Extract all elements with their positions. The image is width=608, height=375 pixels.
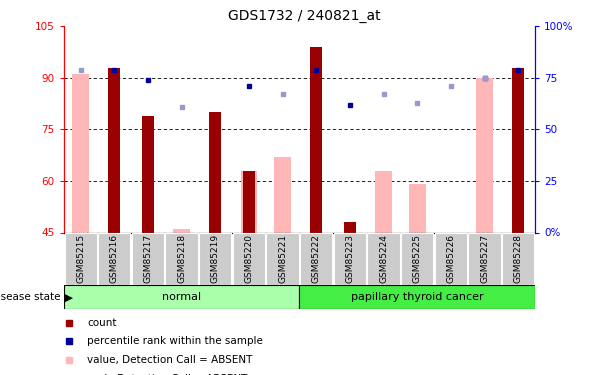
Text: disease state: disease state <box>0 292 61 302</box>
Text: GSM85225: GSM85225 <box>413 234 422 283</box>
Bar <box>64 285 299 309</box>
Text: ▶: ▶ <box>61 292 73 302</box>
Text: GSM85226: GSM85226 <box>446 234 455 283</box>
Bar <box>513 68 524 232</box>
Bar <box>233 232 265 285</box>
Bar <box>468 232 501 285</box>
Text: papillary thyroid cancer: papillary thyroid cancer <box>351 292 483 302</box>
Text: count: count <box>88 318 117 327</box>
Text: GSM85224: GSM85224 <box>379 234 388 283</box>
Bar <box>132 232 164 285</box>
Bar <box>300 232 333 285</box>
Bar <box>367 232 399 285</box>
Bar <box>274 157 291 232</box>
Bar <box>241 171 257 232</box>
Bar <box>98 232 131 285</box>
Text: GSM85218: GSM85218 <box>177 234 186 283</box>
Text: GSM85223: GSM85223 <box>345 234 354 283</box>
Text: GSM85227: GSM85227 <box>480 234 489 283</box>
Text: GSM85222: GSM85222 <box>312 234 321 283</box>
Bar <box>334 232 366 285</box>
Bar <box>176 229 187 232</box>
Bar <box>435 232 467 285</box>
Bar <box>75 74 86 232</box>
Bar <box>199 232 232 285</box>
Text: GSM85217: GSM85217 <box>143 234 153 283</box>
Text: GSM85228: GSM85228 <box>514 234 523 283</box>
Text: GSM85216: GSM85216 <box>110 234 119 283</box>
Bar <box>266 232 299 285</box>
Bar <box>108 68 120 232</box>
Bar <box>243 171 255 232</box>
Bar <box>209 112 221 232</box>
Bar <box>375 171 392 232</box>
Text: rank, Detection Call = ABSENT: rank, Detection Call = ABSENT <box>88 374 248 375</box>
Text: GSM85221: GSM85221 <box>278 234 287 283</box>
Text: value, Detection Call = ABSENT: value, Detection Call = ABSENT <box>88 355 253 365</box>
Text: GSM85219: GSM85219 <box>211 234 220 283</box>
Text: GSM85220: GSM85220 <box>244 234 254 283</box>
Bar <box>344 222 356 232</box>
Bar <box>310 47 322 232</box>
Bar <box>64 232 97 285</box>
Bar <box>476 78 493 232</box>
Bar <box>401 232 434 285</box>
Text: percentile rank within the sample: percentile rank within the sample <box>88 336 263 346</box>
Bar <box>299 285 535 309</box>
Text: GSM85215: GSM85215 <box>76 234 85 283</box>
Text: normal: normal <box>162 292 201 302</box>
Bar <box>142 116 154 232</box>
Bar <box>173 229 190 232</box>
Bar <box>502 232 534 285</box>
Bar <box>409 184 426 232</box>
Bar <box>72 74 89 232</box>
Text: GDS1732 / 240821_at: GDS1732 / 240821_at <box>227 9 381 23</box>
Bar <box>165 232 198 285</box>
